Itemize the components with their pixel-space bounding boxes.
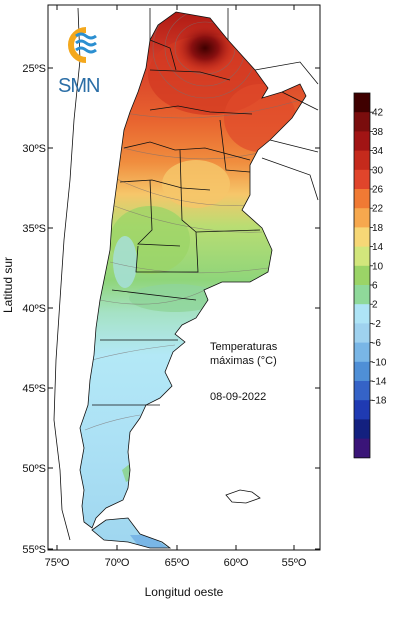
legend-label: 34 bbox=[372, 146, 384, 157]
legend-swatch bbox=[354, 208, 370, 228]
legend-swatch bbox=[354, 419, 370, 439]
legend-label: 14 bbox=[372, 242, 384, 253]
zone-andes bbox=[113, 236, 137, 288]
legend-swatch bbox=[354, 285, 370, 305]
political-borders bbox=[53, 7, 319, 549]
province-border bbox=[137, 179, 181, 247]
legend-swatch bbox=[354, 169, 370, 190]
legend-swatch bbox=[354, 438, 370, 459]
legend-swatch bbox=[354, 131, 370, 151]
legend-swatch bbox=[354, 400, 370, 420]
x-tick-label: 70ºO bbox=[105, 557, 130, 569]
smn-logo-arc bbox=[68, 27, 87, 63]
legend-swatch bbox=[354, 246, 370, 267]
isotherm bbox=[111, 144, 271, 160]
y-axis-tick-labels: 25ºS 30ºS 35ºS 40ºS 45ºS 50ºS 55ºS bbox=[22, 63, 46, 556]
tierra-del-fuego-border bbox=[91, 517, 172, 549]
legend-label: -14 bbox=[372, 377, 387, 388]
legend-label: -18 bbox=[372, 396, 387, 407]
legend-label: 6 bbox=[372, 281, 378, 292]
chile-coast bbox=[53, 7, 81, 541]
province-border bbox=[149, 105, 253, 115]
zone-10 bbox=[129, 284, 221, 312]
legend-label: 26 bbox=[372, 185, 384, 196]
neighbor-border bbox=[254, 61, 319, 85]
legend-swatch bbox=[354, 112, 370, 132]
legend-swatch bbox=[354, 361, 370, 382]
legend-label: 22 bbox=[372, 204, 384, 215]
y-tick-label: 25ºS bbox=[22, 63, 46, 75]
legend-swatch bbox=[354, 227, 370, 247]
smn-logo: SMN bbox=[58, 27, 100, 97]
legend-label: 10 bbox=[372, 261, 384, 272]
legend-swatch bbox=[354, 381, 370, 401]
province-border bbox=[111, 289, 197, 301]
map-annotation: Temperaturas máximas (°C) 08-09-2022 bbox=[210, 341, 278, 403]
legend-label: -2 bbox=[372, 319, 381, 330]
annotation-date: 08-09-2022 bbox=[210, 391, 266, 403]
legend-swatch bbox=[354, 342, 370, 363]
y-tick-label: 50ºS bbox=[22, 463, 46, 475]
smn-logo-text: SMN bbox=[58, 75, 99, 97]
province-border bbox=[149, 39, 177, 71]
province-border bbox=[149, 69, 231, 81]
legend-label: -6 bbox=[372, 338, 381, 349]
isotherm bbox=[111, 204, 263, 233]
smn-logo-waves bbox=[75, 32, 97, 54]
isotherm bbox=[114, 177, 256, 206]
legend-label: 30 bbox=[372, 165, 384, 176]
x-tick-label: 65ºO bbox=[165, 557, 190, 569]
x-tick-label: 75ºO bbox=[45, 557, 70, 569]
neighbor-border bbox=[269, 139, 319, 153]
argentina-border bbox=[79, 11, 307, 529]
isotherm bbox=[84, 414, 141, 431]
zone-max bbox=[175, 23, 235, 73]
smn-logo-wave bbox=[75, 32, 97, 40]
color-legend: 42 38 34 30 26 22 18 14 10 6 2 -2 -6 -10 -14 -18 bbox=[353, 92, 387, 459]
y-axis-title: Latitud sur bbox=[1, 257, 15, 313]
y-tick-label: 30ºS bbox=[22, 143, 46, 155]
legend-swatch bbox=[354, 304, 370, 324]
province-border bbox=[123, 141, 251, 161]
y-tick-label: 40ºS bbox=[22, 303, 46, 315]
y-tick-label: 55ºS bbox=[22, 544, 46, 556]
legend-frame bbox=[353, 92, 371, 459]
legend-label: 2 bbox=[372, 300, 378, 311]
annotation-title-line1: Temperaturas bbox=[210, 341, 278, 353]
province-border bbox=[195, 229, 261, 233]
zone-22 bbox=[162, 160, 230, 208]
axis-tick-marks bbox=[48, 5, 320, 550]
isotherm bbox=[91, 344, 176, 361]
y-tick-label: 45ºS bbox=[22, 383, 46, 395]
legend-label: -10 bbox=[372, 357, 387, 368]
legend-swatch bbox=[354, 93, 370, 113]
isotherm bbox=[99, 289, 206, 305]
legend-label: 18 bbox=[372, 223, 384, 234]
smn-logo-wave bbox=[75, 39, 97, 47]
legend-label: 42 bbox=[372, 108, 384, 119]
province-border bbox=[119, 179, 211, 191]
isotherm bbox=[109, 99, 301, 119]
malvinas-islands bbox=[225, 489, 261, 504]
legend-swatch bbox=[354, 265, 370, 286]
legend-swatch bbox=[354, 323, 370, 343]
province-border bbox=[219, 119, 251, 173]
isotherm bbox=[109, 261, 269, 274]
annotation-title-line2: máximas (°C) bbox=[210, 355, 277, 367]
smn-logo-wave bbox=[75, 46, 97, 54]
x-axis-tick-labels: 75ºO 70ºO 65ºO 60ºO 55ºO bbox=[45, 557, 307, 569]
x-tick-label: 55ºO bbox=[282, 557, 307, 569]
province-border bbox=[179, 149, 197, 233]
x-axis-title: Longitud oeste bbox=[145, 585, 224, 599]
neighbor-border bbox=[261, 157, 319, 201]
legend-label: 38 bbox=[372, 127, 384, 138]
legend-swatch bbox=[354, 150, 370, 171]
province-border bbox=[135, 231, 199, 273]
y-tick-label: 35ºS bbox=[22, 223, 46, 235]
legend-swatch bbox=[354, 189, 370, 209]
neighbor-border bbox=[281, 91, 319, 111]
x-tick-label: 60ºO bbox=[224, 557, 249, 569]
